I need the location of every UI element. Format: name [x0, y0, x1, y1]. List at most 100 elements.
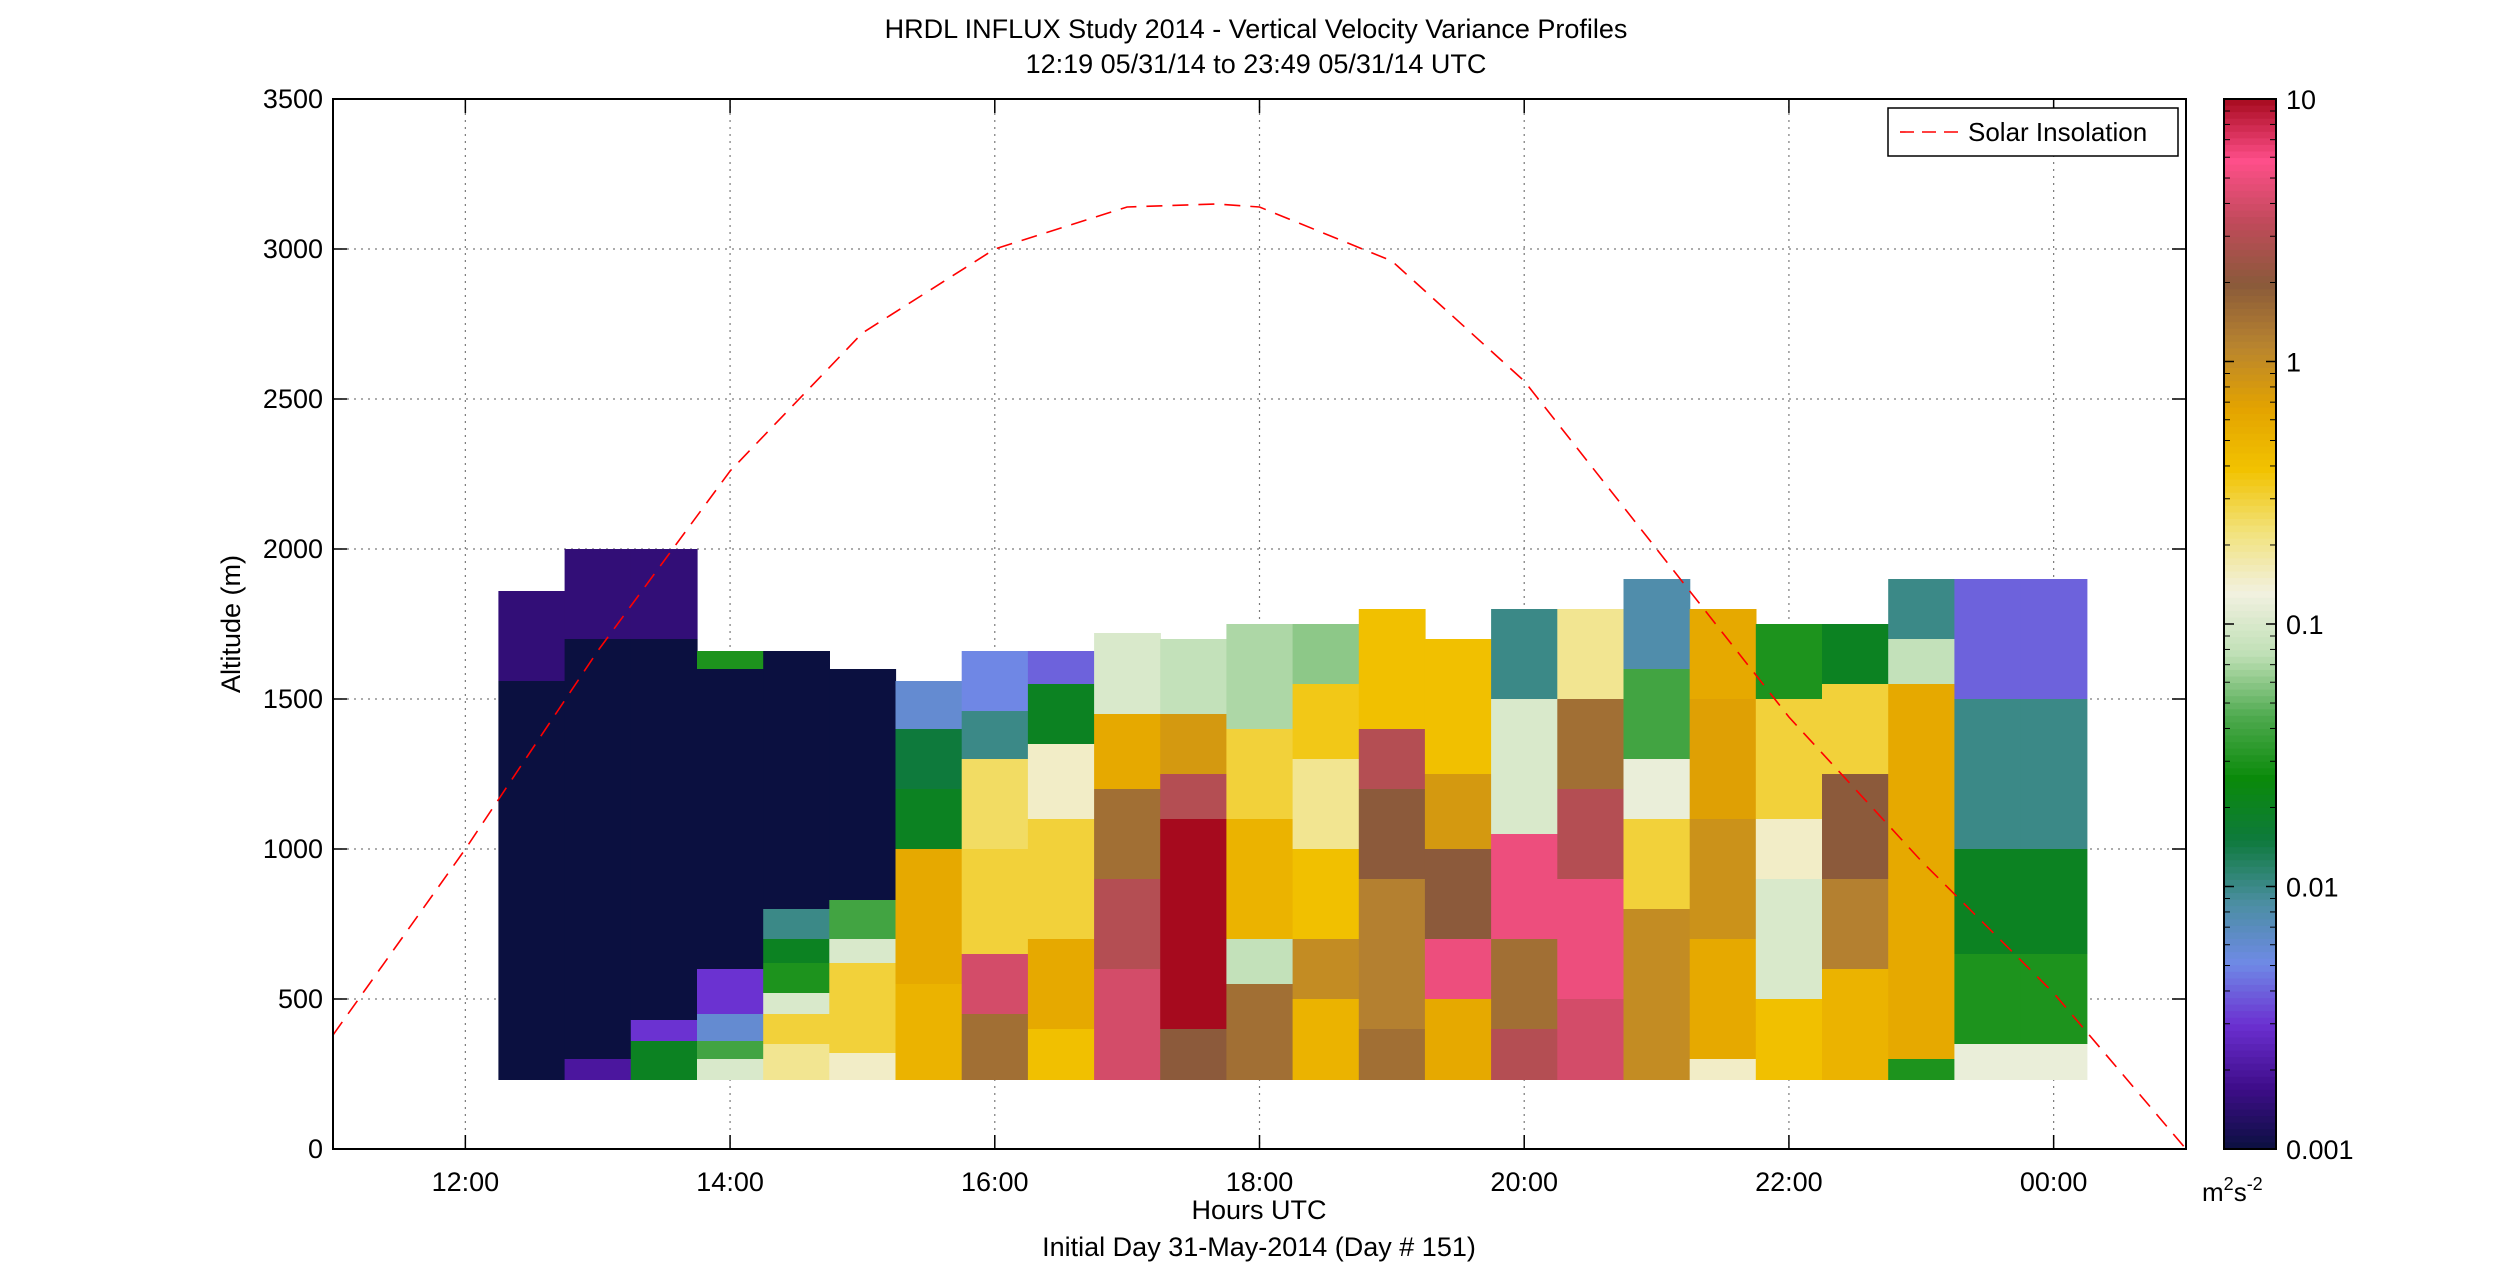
variance-cell: [1755, 624, 1823, 699]
colorbar-step: [2224, 729, 2276, 737]
colorbar-step: [2224, 814, 2276, 822]
colorbar-step: [2224, 604, 2276, 612]
variance-cell: [1160, 639, 1227, 714]
colorbar-step: [2224, 1129, 2276, 1137]
colorbar-step: [2224, 1083, 2276, 1091]
variance-cell: [1160, 819, 1227, 1029]
colorbar-step: [2224, 1011, 2276, 1019]
colorbar-step: [2224, 400, 2276, 409]
colorbar-step: [2224, 519, 2276, 527]
variance-cell: [2020, 954, 2088, 1044]
colorbar-step: [2224, 328, 2276, 336]
colorbar-step: [2224, 276, 2276, 284]
variance-cell: [1424, 999, 1492, 1080]
variance-cell: [1358, 879, 1426, 1029]
colorbar-step: [2224, 774, 2276, 783]
variance-cell: [763, 909, 830, 939]
y-tick-label: 1000: [263, 834, 323, 864]
colorbar-step: [2224, 538, 2276, 546]
profile-column: [961, 651, 1029, 1080]
variance-cell: [1557, 999, 1625, 1080]
colorbar-step: [2224, 315, 2276, 323]
profile-column: [1226, 624, 1294, 1080]
variance-cell: [1557, 789, 1625, 879]
colorbar-step: [2224, 801, 2276, 809]
profile-column: [1623, 579, 1691, 1080]
colorbar-step: [2224, 236, 2276, 244]
variance-cell: [1822, 774, 1889, 879]
colorbar-step: [2224, 663, 2276, 671]
y-tick-label: 1500: [263, 684, 323, 714]
colorbar-step: [2224, 204, 2276, 212]
colorbar-step: [2224, 289, 2276, 297]
variance-cell: [697, 1059, 764, 1080]
colorbar-step: [2224, 282, 2276, 290]
colorbar-step: [2224, 125, 2276, 133]
variance-cell: [1888, 579, 1955, 639]
x-tick-label: 16:00: [961, 1167, 1029, 1197]
chart-title: HRDL INFLUX Study 2014 - Vertical Veloci…: [885, 14, 1628, 44]
colorbar-step: [2224, 847, 2276, 855]
profile-column: [1292, 624, 1360, 1080]
y-axis-label: Altitude (m): [216, 555, 246, 693]
colorbar-tick-label: 0.001: [2286, 1135, 2354, 1165]
variance-cell: [1292, 684, 1360, 759]
variance-cell: [697, 651, 764, 669]
colorbar-step: [2224, 656, 2276, 664]
colorbar-step: [2224, 433, 2276, 441]
variance-cell: [1292, 849, 1360, 939]
colorbar-step: [2224, 781, 2276, 789]
colorbar-step: [2224, 407, 2276, 415]
colorbar-step: [2224, 217, 2276, 225]
variance-cell: [1491, 759, 1558, 834]
variance-cell: [1888, 909, 1955, 1059]
colorbar-tick-label: 0.1: [2286, 610, 2324, 640]
colorbar-step: [2224, 735, 2276, 743]
colorbar-step: [2224, 939, 2276, 947]
colorbar-step: [2224, 525, 2276, 533]
profile-column: [1954, 579, 2022, 1080]
colorbar-step: [2224, 420, 2276, 428]
variance-cell: [961, 1014, 1029, 1080]
colorbar-step: [2224, 978, 2276, 986]
colorbar-step: [2224, 676, 2276, 684]
colorbar-step: [2224, 309, 2276, 317]
colorbar-step: [2224, 322, 2276, 330]
variance-cell: [1027, 1029, 1095, 1080]
variance-cell: [2020, 1044, 2088, 1080]
variance-cell: [1623, 579, 1691, 669]
variance-cell: [697, 1041, 764, 1059]
colorbar-step: [2224, 243, 2276, 251]
variance-cell: [895, 789, 963, 849]
y-tick-label: 500: [278, 984, 323, 1014]
variance-cell: [1292, 939, 1360, 999]
colorbar-step: [2224, 230, 2276, 238]
x-tick-label: 18:00: [1226, 1167, 1294, 1197]
colorbar-step: [2224, 256, 2276, 264]
colorbar-step: [2224, 1044, 2276, 1052]
variance-cell: [763, 1044, 830, 1080]
x-axis-label-day: Initial Day 31-May-2014 (Day # 151): [1042, 1232, 1476, 1262]
x-axis-label: Hours UTC: [1191, 1195, 1326, 1225]
colorbar-step: [2224, 466, 2276, 474]
x-tick-label: 00:00: [2020, 1167, 2088, 1197]
colorbar-step: [2224, 571, 2276, 579]
colorbar-step: [2224, 368, 2276, 376]
x-tick-labels: 12:00 14:00 16:00 18:00 20:00 22:00 00:00: [432, 1167, 2088, 1197]
y-tick-label: 3000: [263, 234, 323, 264]
colorbar-gradient: [2224, 99, 2276, 1150]
variance-cell: [564, 639, 632, 1059]
variance-cell: [1755, 879, 1823, 999]
y-tick-label: 2500: [263, 384, 323, 414]
colorbar-step: [2224, 637, 2276, 645]
variance-cell: [829, 939, 897, 963]
variance-cell: [1491, 834, 1558, 939]
variance-cell: [829, 1053, 897, 1080]
variance-cell: [1557, 699, 1625, 789]
variance-cell: [564, 549, 632, 639]
variance-cell: [1424, 849, 1492, 939]
variance-cell: [1689, 1059, 1757, 1080]
variance-cell: [961, 759, 1029, 849]
colorbar-step: [2224, 722, 2276, 730]
colorbar-step: [2224, 1135, 2276, 1144]
